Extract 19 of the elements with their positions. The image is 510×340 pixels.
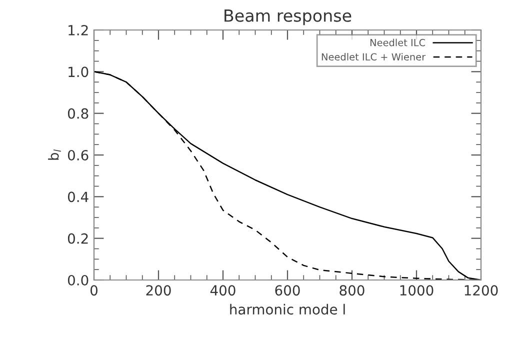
x-tick-label: 1000 <box>400 285 434 296</box>
y-axis-title: b$_{l}$ <box>48 149 61 160</box>
y-tick-label: 1.0 <box>68 66 88 78</box>
x-tick-label: 1200 <box>464 285 498 296</box>
y-tick-label: 0.8 <box>68 108 88 119</box>
x-tick-label: 600 <box>275 285 300 296</box>
x-axis-title: harmonic mode l <box>230 304 345 315</box>
legend-label: Needlet ILC <box>370 38 426 46</box>
legend-label: Needlet ILC + Wiener <box>322 53 426 61</box>
x-tick-label: 200 <box>146 285 171 296</box>
x-tick-label: 400 <box>210 285 236 296</box>
x-tick-label: 800 <box>340 285 364 296</box>
chart-title: Beam response <box>224 10 352 26</box>
y-tick-label: 0.4 <box>68 192 88 202</box>
y-tick-label: 0.2 <box>68 233 88 244</box>
y-tick-label: 1.2 <box>68 24 88 36</box>
y-tick-label: 0.0 <box>68 274 88 286</box>
x-tick-label: 0 <box>90 285 98 296</box>
y-tick-label: 0.6 <box>68 150 88 160</box>
